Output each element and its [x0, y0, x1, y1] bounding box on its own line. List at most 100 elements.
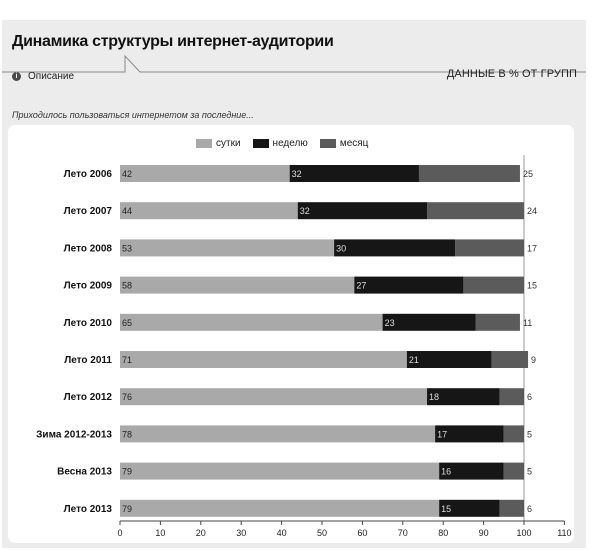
data-label-week: 17	[437, 429, 447, 439]
info-icon: i	[12, 71, 21, 81]
x-tick-label: 70	[398, 528, 408, 538]
x-tick-label: 100	[516, 528, 531, 538]
x-tick-label: 90	[479, 528, 489, 538]
category-label: Лето 2013	[64, 504, 113, 515]
x-tick-label: 20	[196, 528, 206, 538]
data-label-week: 32	[300, 206, 310, 216]
data-label-day: 44	[122, 206, 132, 216]
category-label: Весна 2013	[57, 467, 112, 478]
bar-segment-month	[499, 499, 524, 517]
bar-segment-week	[354, 276, 464, 294]
data-label-month: 15	[527, 281, 537, 291]
bar-segment-month	[455, 239, 524, 257]
bar-segment-week	[334, 239, 456, 257]
bar-segment-month	[475, 313, 520, 331]
bar-segment-day	[120, 388, 428, 406]
bar-segment-week	[406, 351, 492, 368]
category-label: Лето 2006	[64, 169, 113, 180]
category-label: Лето 2012	[64, 392, 113, 403]
data-label-week: 21	[409, 355, 419, 365]
bar-segment-month	[463, 276, 524, 294]
data-label-month: 6	[527, 392, 532, 402]
bar-segment-month	[491, 351, 529, 368]
bar-segment-week	[289, 165, 419, 182]
legend-swatch-day	[196, 139, 212, 148]
bar-segment-day	[120, 462, 440, 480]
data-label-day: 79	[122, 467, 132, 477]
legend-item-month[interactable]: месяц	[319, 138, 369, 149]
bar-segment-week	[382, 313, 476, 331]
stacked-bar-chart: Лето 2006 42 32 25 Лето 2007 44 32 24 Лето 2008 5…	[36, 155, 572, 538]
description-toggle[interactable]: i Описание	[12, 68, 74, 84]
bar-segment-month	[499, 388, 524, 406]
x-tick-label: 60	[357, 528, 367, 538]
legend-item-day[interactable]: сутки	[196, 138, 241, 149]
data-label-week: 27	[356, 281, 366, 291]
x-tick-label: 110	[557, 528, 571, 538]
bar-segment-day	[120, 239, 335, 257]
data-label-week: 16	[441, 467, 451, 477]
legend-label-day: сутки	[216, 138, 241, 149]
chart-area: Лето 2006 42 32 25 Лето 2007 44 32 24 Лето 2008 5…	[8, 125, 574, 543]
bar-segment-week	[435, 425, 504, 443]
data-label-day: 78	[122, 429, 132, 439]
data-label-month: 6	[527, 504, 532, 514]
x-tick-label: 40	[277, 528, 287, 538]
bar-segment-day	[120, 165, 290, 182]
category-label: Лето 2007	[64, 206, 113, 217]
data-label-week: 30	[336, 243, 346, 253]
x-tick-label: 80	[438, 528, 448, 538]
category-label: Лето 2008	[64, 243, 113, 254]
x-tick-label: 10	[155, 528, 165, 538]
category-label: Лето 2010	[64, 318, 113, 329]
legend-label-month: месяц	[339, 138, 369, 149]
data-label-day: 53	[122, 243, 132, 253]
bar-segment-month	[427, 202, 524, 220]
bar-segment-day	[120, 313, 383, 331]
data-label-day: 65	[122, 318, 132, 328]
bar-segment-week	[427, 388, 500, 406]
x-tick-label: 50	[317, 528, 327, 538]
chart-subtitle: Приходилось пользоваться интернетом за п…	[12, 110, 254, 120]
data-label-week: 15	[441, 504, 451, 514]
bar-segment-week	[297, 202, 428, 220]
bar-segment-day	[120, 202, 298, 220]
data-label-month: 25	[523, 169, 533, 179]
bar-segment-week	[439, 462, 504, 480]
bar-segment-day	[120, 351, 407, 368]
legend-item-week[interactable]: неделю	[252, 138, 308, 149]
bar-segment-day	[120, 276, 355, 294]
data-label-day: 58	[122, 281, 132, 291]
data-label-day: 79	[122, 504, 132, 514]
page-title: Динамика структуры интернет-аудитории	[12, 33, 334, 50]
chart-legend: сутки неделю месяц	[196, 138, 368, 149]
legend-label-week: неделю	[272, 138, 308, 149]
bar-segment-day	[120, 425, 436, 443]
data-label-month: 5	[527, 429, 532, 439]
description-label: Описание	[28, 70, 75, 82]
data-label-day: 71	[122, 355, 132, 365]
data-label-week: 32	[292, 169, 302, 179]
x-tick-label: 0	[117, 528, 122, 538]
data-label-month: 5	[527, 467, 532, 477]
legend-swatch-month	[319, 139, 336, 148]
data-label-month: 24	[527, 206, 537, 216]
bar-segment-day	[120, 499, 440, 517]
data-label-week: 23	[385, 318, 395, 328]
category-label: Лето 2011	[64, 355, 112, 366]
bar-segment-week	[439, 499, 500, 517]
data-label-month: 17	[527, 243, 537, 253]
data-unit-label: ДАННЫЕ В % ОТ ГРУПП	[446, 68, 577, 80]
data-label-month: 9	[531, 355, 536, 365]
category-label: Зима 2012-2013	[36, 429, 112, 440]
data-label-day: 76	[122, 392, 132, 402]
category-label: Лето 2009	[64, 281, 113, 292]
x-tick-label: 30	[236, 528, 246, 538]
data-label-month: 11	[523, 318, 532, 328]
header-divider	[2, 55, 586, 73]
legend-swatch-week	[252, 139, 269, 148]
bar-segment-month	[503, 425, 524, 443]
bar-segment-month	[418, 165, 520, 182]
data-label-week: 18	[429, 392, 439, 402]
data-label-day: 42	[122, 169, 132, 179]
